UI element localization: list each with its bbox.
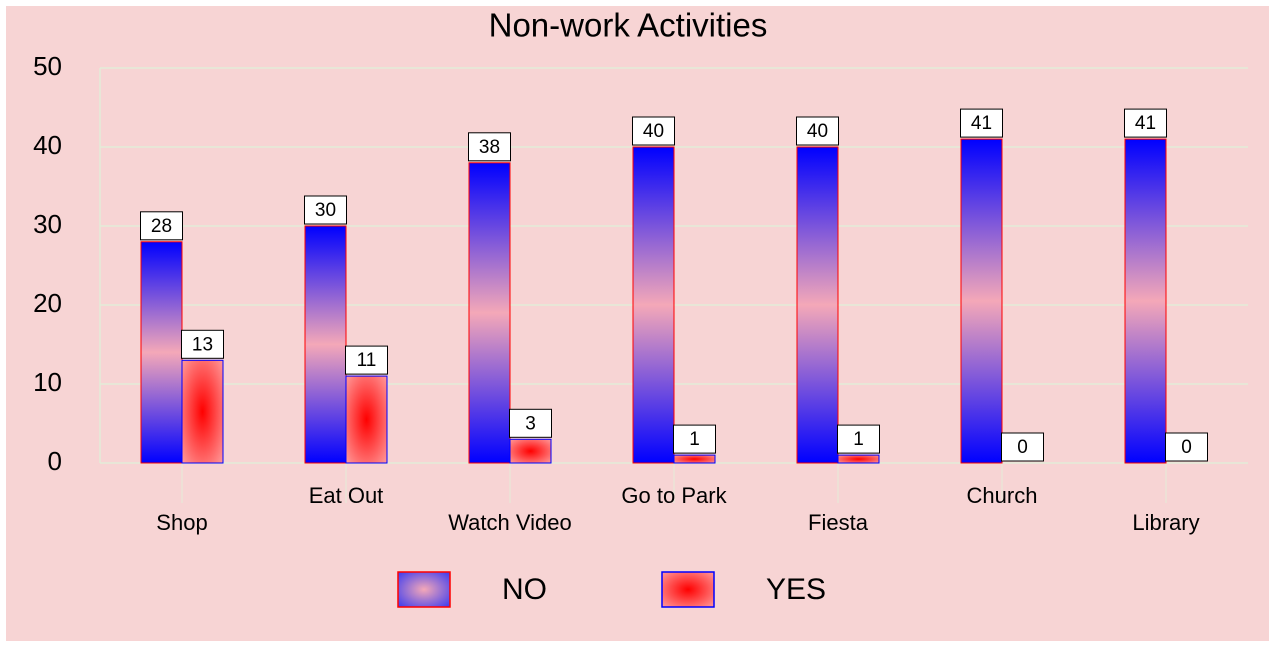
bar [304,225,347,464]
data-label: 13 [192,334,213,355]
data-label: 40 [807,121,828,142]
legend-label: YES [766,573,826,606]
data-label: 1 [853,429,864,450]
legend-swatch [661,571,715,608]
data-label-box [304,195,347,225]
x-tick-label: Fiesta [808,510,869,535]
y-tick-label: 0 [48,446,62,476]
data-label: 3 [525,413,536,434]
data-label-box [345,345,388,375]
bar [345,375,388,464]
data-label-box [673,424,716,454]
x-tick-label: Eat Out [309,483,384,508]
data-label: 0 [1017,437,1028,458]
bar [960,138,1003,464]
x-tick-label: Watch Video [448,510,572,535]
bar [632,146,675,464]
data-label: 38 [479,137,500,158]
bar [181,359,224,464]
data-label-box [181,329,224,359]
y-tick-label: 40 [33,130,62,160]
data-label-box [468,132,511,162]
x-tick-label: Church [967,483,1038,508]
bar [796,146,839,464]
bar [1124,138,1167,464]
data-label: 40 [643,121,664,142]
data-label: 41 [971,113,992,134]
data-label: 41 [1135,113,1156,134]
y-tick-label: 30 [33,209,62,239]
y-tick-label: 10 [33,367,62,397]
bar [673,454,716,464]
legend-swatch [397,571,451,608]
data-label: 28 [151,216,172,237]
x-tick-label: Library [1132,510,1199,535]
data-label: 11 [357,350,377,371]
bar [837,454,880,464]
data-label-box [1124,108,1167,138]
data-label-box [796,116,839,146]
data-label: 1 [689,429,700,450]
x-tick-label: Shop [156,510,207,535]
data-label-box [1001,432,1044,462]
data-label-box [632,116,675,146]
data-label-box [140,211,183,241]
data-label: 30 [315,200,336,221]
data-label-box [837,424,880,454]
data-label-box [1165,432,1208,462]
y-tick-label: 50 [33,51,62,81]
bar [468,162,511,464]
x-tick-label: Go to Park [621,483,727,508]
data-label: 0 [1181,437,1192,458]
legend-label: NO [502,573,547,606]
y-tick-label: 20 [33,288,62,318]
bar [509,438,552,464]
data-label-box [509,408,552,438]
data-label-box [960,108,1003,138]
bar [140,241,183,464]
chart-title: Non-work Activities [489,7,768,44]
